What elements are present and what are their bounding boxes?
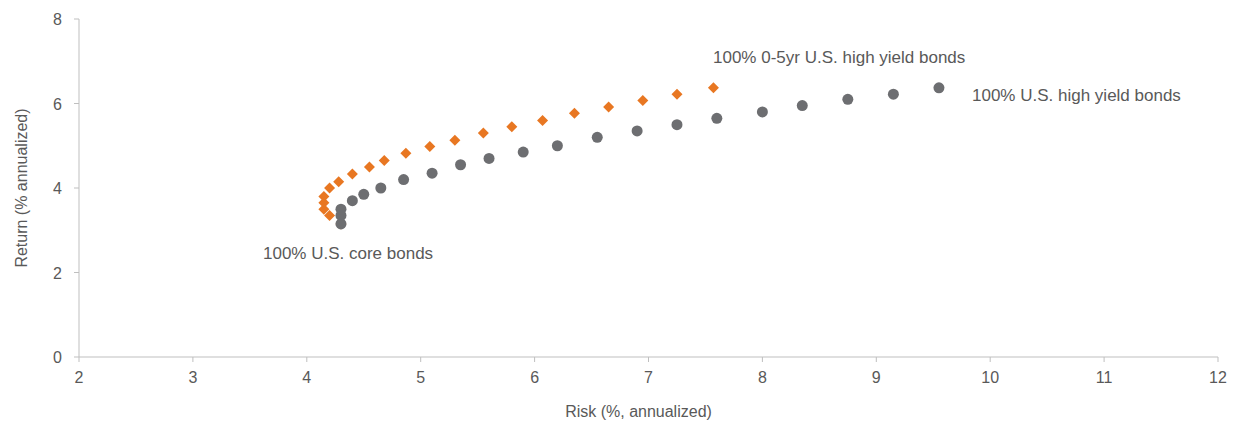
x-tick-label: 2 [75, 369, 84, 386]
point [318, 191, 329, 202]
y-tick-label: 2 [53, 265, 62, 282]
point [842, 94, 853, 105]
point [592, 132, 603, 143]
point [708, 82, 719, 93]
point [711, 113, 722, 124]
point [324, 183, 335, 194]
point [375, 183, 386, 194]
y-tick [74, 272, 79, 273]
x-tick [79, 357, 80, 362]
point [537, 115, 548, 126]
y-tick [74, 103, 79, 104]
point [671, 119, 682, 130]
point [449, 135, 460, 146]
x-tick [1218, 357, 1219, 362]
x-tick [1104, 357, 1105, 362]
y-tick-label: 8 [53, 11, 62, 28]
y-tick-label: 6 [53, 96, 62, 113]
y-tick-label: 0 [53, 349, 62, 366]
x-tick-label: 7 [644, 369, 653, 386]
x-tick [534, 357, 535, 362]
x-tick [192, 357, 193, 362]
point [552, 140, 563, 151]
point [757, 106, 768, 117]
point [632, 125, 643, 136]
point [797, 100, 808, 111]
point [671, 89, 682, 100]
annotation: 100% U.S. core bonds [263, 244, 433, 263]
point [603, 101, 614, 112]
point [427, 168, 438, 179]
point [506, 121, 517, 132]
y-tick [74, 188, 79, 189]
point [398, 174, 409, 185]
point [518, 147, 529, 158]
y-axis-label: Return (% annualized) [13, 108, 30, 267]
x-tick [990, 357, 991, 362]
x-tick [420, 357, 421, 362]
point [333, 176, 344, 187]
point [888, 89, 899, 100]
point [424, 141, 435, 152]
annotation: 100% U.S. high yield bonds [972, 86, 1181, 105]
y-tick [74, 357, 79, 358]
x-tick-label: 12 [1209, 369, 1227, 386]
x-tick-label: 8 [758, 369, 767, 386]
point [364, 161, 375, 172]
point [335, 204, 346, 215]
point [933, 82, 944, 93]
point [347, 195, 358, 206]
x-tick-label: 6 [530, 369, 539, 386]
x-tick-label: 10 [981, 369, 999, 386]
x-tick [876, 357, 877, 362]
y-tick-label: 4 [53, 180, 62, 197]
x-tick-label: 9 [872, 369, 881, 386]
point [569, 108, 580, 119]
x-tick-label: 3 [188, 369, 197, 386]
x-tick [306, 357, 307, 362]
chart: 0246823456789101112Risk (%, annualized)R… [0, 0, 1252, 432]
y-tick [74, 19, 79, 20]
series [318, 82, 719, 229]
annotation: 100% 0-5yr U.S. high yield bonds [713, 48, 965, 67]
x-tick-label: 11 [1096, 369, 1113, 386]
plot-area [318, 82, 944, 229]
point [347, 169, 358, 180]
point [358, 189, 369, 200]
point [455, 159, 466, 170]
point [478, 128, 489, 139]
x-axis-label: Risk (%, annualized) [565, 403, 712, 420]
x-tick [648, 357, 649, 362]
x-tick-label: 5 [416, 369, 425, 386]
point [400, 148, 411, 159]
series [335, 82, 944, 229]
x-tick-label: 4 [302, 369, 311, 386]
x-tick [762, 357, 763, 362]
point [379, 155, 390, 166]
point [637, 95, 648, 106]
point [484, 153, 495, 164]
